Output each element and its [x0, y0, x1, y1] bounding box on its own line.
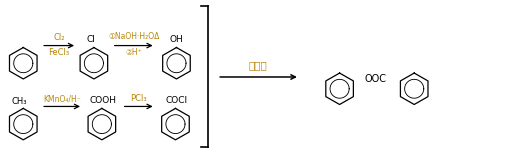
Text: Cl: Cl: [86, 35, 95, 44]
Text: COOH: COOH: [90, 96, 116, 105]
Text: CH₃: CH₃: [12, 97, 27, 106]
Text: FeCl₃: FeCl₃: [48, 48, 70, 57]
Text: COCl: COCl: [165, 96, 188, 105]
Text: ②H⁺: ②H⁺: [125, 48, 142, 57]
Text: OOC: OOC: [364, 74, 386, 84]
Text: 催化剑: 催化剑: [249, 60, 267, 70]
Text: OH: OH: [170, 35, 183, 44]
Text: ①NaOH·H₂OΔ: ①NaOH·H₂OΔ: [108, 32, 159, 41]
Text: Cl₂: Cl₂: [53, 33, 65, 42]
Text: PCl₃: PCl₃: [130, 94, 147, 103]
Text: KMnO₄/H⁻: KMnO₄/H⁻: [43, 94, 81, 103]
